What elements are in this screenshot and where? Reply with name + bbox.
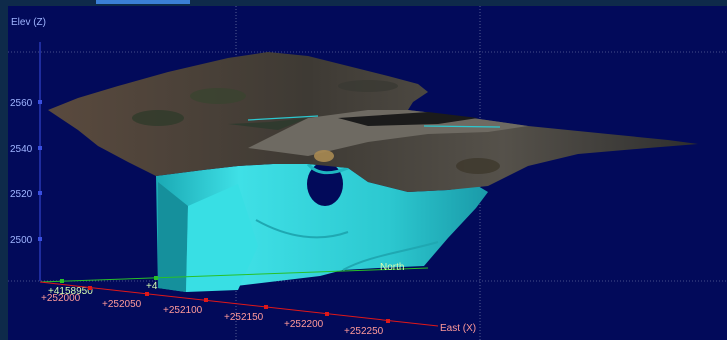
tab-strip bbox=[0, 0, 727, 6]
terrain-surface bbox=[48, 52, 698, 192]
y-axis-title: North bbox=[380, 262, 404, 273]
x-tick-label: +252000 bbox=[41, 293, 81, 304]
y-axis-line bbox=[39, 267, 429, 283]
z-axis-ticks bbox=[38, 100, 42, 241]
scene-svg: Elev (Z) 2560 2540 2520 2500 bbox=[8, 6, 727, 340]
y-tick-label: +4158950 bbox=[48, 286, 93, 297]
pit-surface bbox=[156, 162, 488, 292]
z-tick-label: 2540 bbox=[10, 144, 33, 155]
y-axis-tick bbox=[60, 279, 64, 283]
z-tick-label: 2500 bbox=[10, 235, 33, 246]
x-axis-ticks bbox=[88, 286, 390, 323]
z-tick-label: 2520 bbox=[10, 189, 33, 200]
x-tick-label: +252050 bbox=[102, 299, 142, 310]
x-tick-label: +252250 bbox=[344, 326, 384, 337]
active-tab-indicator[interactable] bbox=[96, 0, 190, 4]
x-tick-label: +252150 bbox=[224, 312, 264, 323]
z-axis-title: Elev (Z) bbox=[11, 17, 46, 28]
y-tick-label: +4 bbox=[146, 281, 158, 292]
y-axis-tick bbox=[154, 276, 158, 280]
x-tick-label: +252200 bbox=[284, 319, 324, 330]
z-tick-label: 2560 bbox=[10, 98, 33, 109]
3d-viewport[interactable]: Elev (Z) 2560 2540 2520 2500 bbox=[8, 6, 727, 340]
x-axis-line bbox=[39, 281, 439, 327]
x-axis-title: East (X) bbox=[440, 323, 476, 334]
x-tick-label: +252100 bbox=[163, 305, 203, 316]
